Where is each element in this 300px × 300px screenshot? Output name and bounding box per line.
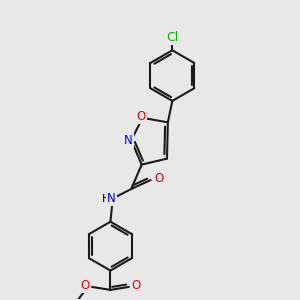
Text: N: N	[124, 134, 133, 147]
Text: O: O	[154, 172, 164, 185]
Text: N: N	[107, 192, 116, 205]
Text: O: O	[136, 110, 146, 123]
Text: H: H	[102, 194, 110, 203]
Text: Cl: Cl	[166, 31, 178, 44]
Text: O: O	[80, 279, 89, 292]
Text: O: O	[132, 279, 141, 292]
